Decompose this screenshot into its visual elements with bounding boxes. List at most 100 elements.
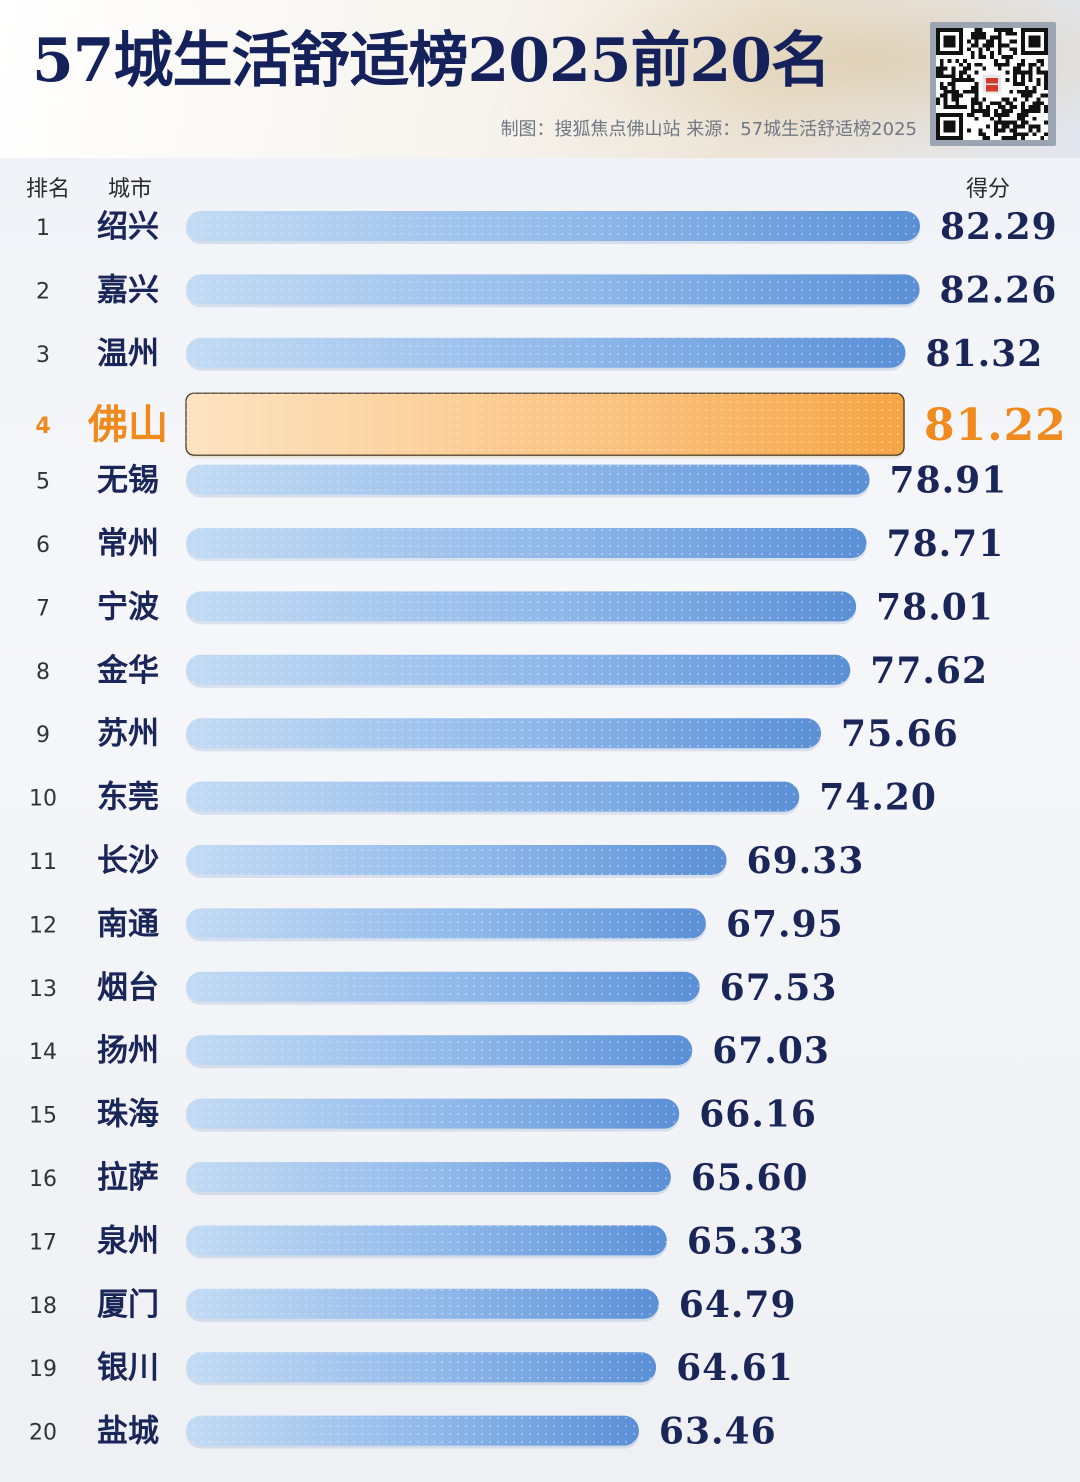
rank-label: 2 xyxy=(36,279,50,304)
value-label: 67.95 xyxy=(726,903,844,945)
bar-row: 6 常州 78.71 xyxy=(36,523,1005,565)
qr-code-frame xyxy=(930,22,1056,146)
rank-label: 12 xyxy=(29,913,57,938)
rank-label: 14 xyxy=(29,1040,57,1065)
city-label: 盐城 xyxy=(97,1414,159,1450)
value-label: 65.33 xyxy=(687,1220,805,1262)
city-label: 厦门 xyxy=(97,1287,159,1323)
city-label: 绍兴 xyxy=(97,209,159,245)
value-label: 67.53 xyxy=(720,967,838,1009)
rank-label: 18 xyxy=(29,1294,57,1319)
bar-texture xyxy=(186,1035,693,1066)
city-label: 银川 xyxy=(97,1350,159,1386)
bar-texture xyxy=(186,908,706,939)
bar-texture xyxy=(186,591,857,622)
column-header-city: 城市 xyxy=(108,177,152,202)
bar-texture xyxy=(186,1225,667,1256)
rank-label: 1 xyxy=(36,216,50,241)
bar-texture xyxy=(186,1415,639,1446)
chart-rows: 1 绍兴 82.29 2 嘉兴 82.26 3 温州 81.32 4 佛山 81.22 5 无锡 78.91… xyxy=(29,206,1066,1453)
bar-row: 7 宁波 78.01 xyxy=(36,586,994,628)
bar-texture xyxy=(186,1288,659,1319)
bar-texture xyxy=(186,528,867,558)
rank-label: 5 xyxy=(36,470,50,495)
bar-texture xyxy=(186,211,920,241)
bar-row: 10 东莞 74.20 xyxy=(29,777,937,819)
bar-texture xyxy=(186,1352,657,1383)
source-credit: 制图：搜狐焦点佛山站 来源：57城生活舒适榜2025 xyxy=(500,119,917,140)
value-label: 77.62 xyxy=(870,650,988,692)
bar-texture xyxy=(186,1162,671,1192)
qr-code-icon xyxy=(936,28,1048,140)
value-label: 66.16 xyxy=(699,1094,817,1136)
bar-texture xyxy=(186,718,822,749)
bar-row: 14 扬州 67.03 xyxy=(29,1030,830,1072)
rank-label: 19 xyxy=(29,1357,57,1382)
value-label: 64.61 xyxy=(676,1347,794,1389)
city-label: 泉州 xyxy=(97,1223,159,1259)
bar-row: 15 珠海 66.16 xyxy=(29,1094,817,1136)
bar-row: 17 泉州 65.33 xyxy=(29,1220,805,1262)
bar-row: 1 绍兴 82.29 xyxy=(36,206,1058,248)
bar-row: 16 拉萨 65.60 xyxy=(29,1157,809,1199)
city-label: 温州 xyxy=(97,336,159,372)
column-header-score: 得分 xyxy=(966,177,1010,202)
rank-label: 20 xyxy=(29,1421,57,1446)
bar-row: 9 苏州 75.66 xyxy=(36,713,959,755)
bar-texture xyxy=(186,654,851,685)
bar-row: 19 银川 64.61 xyxy=(29,1347,794,1389)
city-label: 宁波 xyxy=(97,589,159,625)
value-label: 65.60 xyxy=(691,1157,809,1199)
value-label: 78.91 xyxy=(890,460,1008,502)
rank-label: 8 xyxy=(36,660,50,685)
value-label: 69.33 xyxy=(747,840,865,882)
bar-row: 12 南通 67.95 xyxy=(29,903,844,945)
city-label: 常州 xyxy=(97,526,159,562)
city-label: 烟台 xyxy=(97,970,159,1006)
rank-label: 6 xyxy=(36,533,50,558)
bar-row: 13 烟台 67.53 xyxy=(29,967,838,1009)
city-label: 佛山 xyxy=(87,401,168,448)
value-label: 67.03 xyxy=(712,1030,830,1072)
value-label: 81.32 xyxy=(926,333,1044,375)
bar-texture xyxy=(186,464,870,495)
bar-row: 5 无锡 78.91 xyxy=(36,460,1008,502)
value-label: 75.66 xyxy=(841,713,959,755)
bar-texture xyxy=(186,274,920,305)
value-label: 82.26 xyxy=(940,269,1058,311)
value-label: 78.01 xyxy=(876,586,994,628)
value-label: 63.46 xyxy=(659,1411,777,1453)
bar-texture xyxy=(186,971,700,1002)
bar-texture xyxy=(186,845,727,875)
header-banner: 57城生活舒适榜2025前20名 制图：搜狐焦点佛山站 来源：57城生活舒适榜2… xyxy=(0,0,1080,158)
city-label: 金华 xyxy=(96,653,159,689)
rank-label: 17 xyxy=(29,1230,57,1255)
city-label: 南通 xyxy=(97,906,159,942)
page-title: 57城生活舒适榜2025前20名 xyxy=(32,26,831,96)
value-label: 64.79 xyxy=(679,1284,797,1326)
rank-label: 11 xyxy=(29,850,57,875)
city-label: 嘉兴 xyxy=(97,272,159,308)
rank-label: 3 xyxy=(36,343,50,368)
bar-row: 20 盐城 63.46 xyxy=(29,1411,777,1453)
city-label: 长沙 xyxy=(97,843,159,879)
city-label: 东莞 xyxy=(97,780,159,816)
rank-label: 15 xyxy=(29,1104,57,1129)
bar-row: 2 嘉兴 82.26 xyxy=(36,269,1058,311)
bar-row: 3 温州 81.32 xyxy=(36,333,1044,375)
bar-texture xyxy=(186,1098,680,1129)
bar-texture xyxy=(186,337,906,368)
rank-label: 13 xyxy=(29,977,57,1002)
bar-row: 4 佛山 81.22 xyxy=(35,392,1066,459)
value-label: 82.29 xyxy=(940,206,1058,248)
city-label: 珠海 xyxy=(97,1097,159,1133)
city-label: 苏州 xyxy=(97,716,159,752)
value-label: 78.71 xyxy=(887,523,1005,565)
city-label: 拉萨 xyxy=(97,1160,159,1196)
rank-label: 7 xyxy=(36,596,50,621)
city-label: 扬州 xyxy=(97,1033,159,1069)
column-header-rank: 排名 xyxy=(26,177,70,202)
rank-label: 4 xyxy=(35,414,50,439)
value-label: 74.20 xyxy=(819,777,937,819)
